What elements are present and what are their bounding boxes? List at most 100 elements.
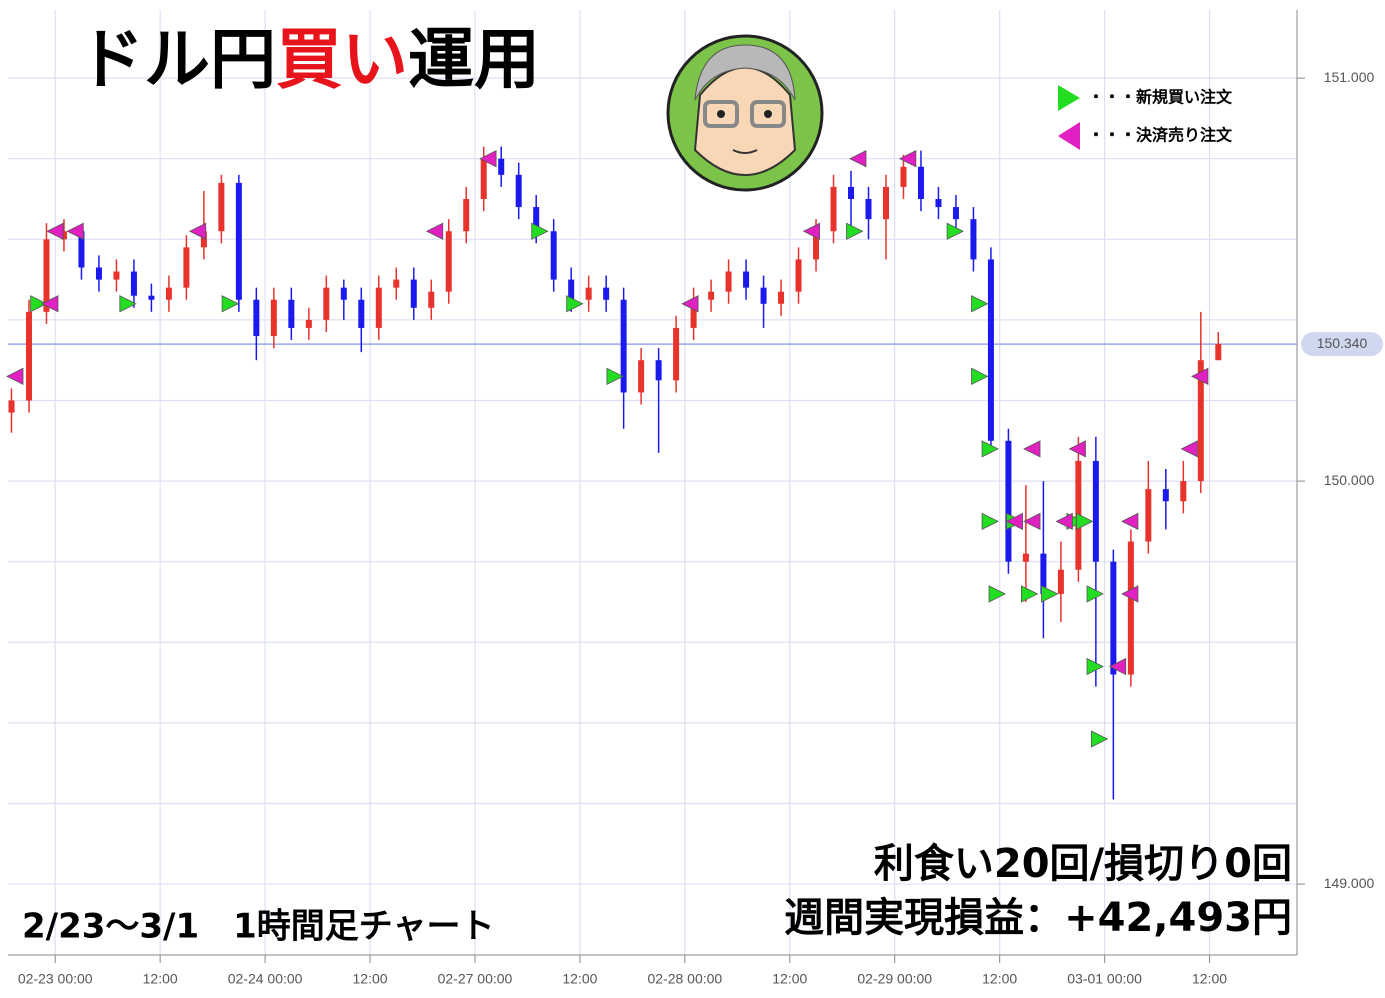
candle-body: [183, 247, 190, 288]
buy-marker: [30, 295, 48, 313]
buy-marker: [1090, 730, 1109, 748]
candle-body: [813, 231, 820, 260]
sell-marker: [66, 222, 84, 240]
candle-body: [585, 287, 592, 300]
candle-body: [1022, 553, 1029, 562]
sell-marker: [1180, 440, 1198, 458]
candle-body: [760, 287, 767, 304]
chart-title: ドル円買い運用: [78, 21, 540, 98]
buy-marker: [606, 367, 624, 385]
sell-marker: [479, 150, 497, 168]
candle-body: [375, 287, 382, 328]
candle-body: [743, 271, 750, 288]
x-tick-label: 12:00: [982, 971, 1017, 987]
sell-marker: [46, 222, 64, 240]
candle-body: [987, 259, 994, 441]
candle-body: [882, 186, 889, 220]
sell-marker: [1121, 585, 1139, 603]
buy-marker: [566, 295, 584, 313]
buy-marker: [1021, 585, 1039, 603]
candle-body: [1145, 489, 1152, 542]
buy-marker: [971, 367, 989, 385]
buy-marker: [846, 222, 864, 240]
candle-body: [620, 299, 627, 393]
candle-body: [603, 287, 610, 300]
candle-body: [218, 182, 225, 232]
candle-body: [130, 271, 137, 296]
candle-body: [78, 231, 85, 268]
buy-marker: [1041, 585, 1059, 603]
candle-body: [148, 295, 155, 300]
candle-body: [323, 287, 330, 320]
avatar: [666, 34, 824, 192]
x-tick-label: 02-27 00:00: [438, 971, 513, 987]
annotation: 週間実現損益：+42,493円: [784, 895, 1292, 941]
candle-body: [568, 279, 575, 300]
candle-body: [410, 279, 417, 308]
candle-body: [463, 199, 470, 232]
candle-body: [1092, 460, 1099, 562]
sell-marker: [802, 222, 821, 240]
current-price-label: 150.340: [1317, 335, 1368, 351]
current-price-box: [1301, 332, 1383, 357]
y-tick-label: 149.000: [1324, 875, 1375, 891]
title-part: ドル円: [78, 21, 276, 98]
sell-marker: [1055, 512, 1073, 531]
buy-marker: [981, 440, 999, 458]
candle-body: [830, 186, 837, 232]
candle-body: [673, 327, 680, 381]
candle-body: [235, 182, 242, 300]
sell-marker: [1005, 512, 1023, 531]
candle-body: [1040, 553, 1047, 594]
plot: 149.000 150.000 151.000 02-23 00:00 12:00 02-…: [6, 10, 1383, 987]
candle-body: [393, 279, 400, 288]
candle-body: [515, 174, 522, 208]
sell-marker: [1023, 512, 1041, 531]
buy-marker: [981, 512, 999, 531]
candle-body: [305, 319, 312, 328]
candle-body: [25, 311, 32, 401]
candle-body: [200, 231, 207, 248]
buy-marker: [1076, 512, 1094, 531]
candle-body: [165, 287, 172, 300]
candle-body: [358, 299, 365, 328]
candle-body: [848, 186, 855, 199]
x-tick-label: 02-28 00:00: [647, 971, 722, 987]
sell-marker: [1023, 440, 1041, 458]
legend: ・・・新規買い注文 ・・・決済売り注文: [1058, 85, 1233, 150]
x-tick-label: 12:00: [772, 971, 807, 987]
candle-body: [725, 271, 732, 292]
buy-marker: [971, 295, 989, 313]
candle-body: [445, 231, 452, 292]
candle-body: [1180, 481, 1187, 502]
candle-body: [900, 166, 907, 187]
candle-body: [533, 207, 540, 232]
candle-body: [253, 299, 260, 337]
buy-marker: [988, 585, 1006, 603]
legend-buy-icon: [1058, 85, 1080, 111]
candle-body: [113, 271, 120, 280]
subtitle: 2/23～3/1 1時間足チャート: [22, 907, 494, 947]
y-tick-label: 150.000: [1324, 472, 1375, 488]
buy-marker: [531, 222, 549, 240]
buy-marker: [119, 295, 137, 313]
candle-body: [340, 287, 347, 300]
candle-body: [708, 291, 715, 300]
candle-body: [952, 207, 959, 220]
sell-marker: [1108, 657, 1127, 676]
candle-body: [550, 231, 557, 280]
candle-body: [428, 291, 435, 308]
candle-body: [60, 231, 67, 240]
x-tick-label: 02-23 00:00: [18, 971, 93, 987]
candle-body: [935, 199, 942, 208]
candle-body: [917, 166, 924, 199]
buy-marker: [946, 222, 964, 240]
x-tick-label: 02-29 00:00: [857, 971, 932, 987]
sell-marker: [898, 150, 917, 168]
candle-body: [970, 219, 977, 260]
sell-marker: [1121, 512, 1139, 531]
sell-marker: [681, 295, 699, 313]
candle-body: [498, 158, 505, 175]
